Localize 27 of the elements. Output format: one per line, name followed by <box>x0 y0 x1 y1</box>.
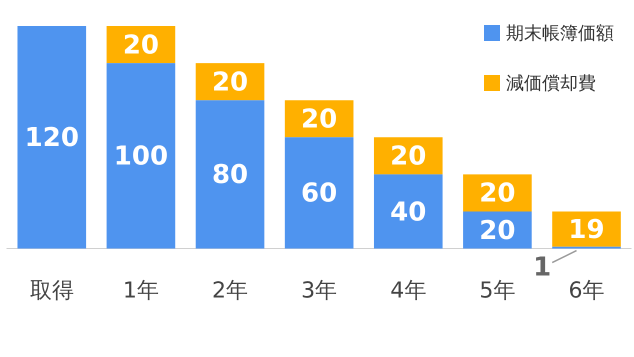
data-label: 20 <box>212 67 248 98</box>
bar <box>374 174 443 249</box>
data-label: 1 <box>533 252 552 282</box>
data-label: 20 <box>479 216 516 246</box>
x-tick-label: 3年 <box>301 278 338 304</box>
legend-label: 減価償却費 <box>506 72 596 95</box>
x-tick-label: 1年 <box>122 278 159 304</box>
data-label: 100 <box>114 142 168 172</box>
data-label: 19 <box>568 214 605 245</box>
x-tick-label: 取得 <box>30 278 74 304</box>
data-label: 80 <box>212 160 248 190</box>
bar <box>106 63 176 249</box>
data-label: 20 <box>390 142 426 172</box>
data-label: 60 <box>301 178 338 209</box>
x-tick-label: 6年 <box>568 278 605 304</box>
data-label: 40 <box>390 197 426 228</box>
x-tick-label: 5年 <box>479 278 516 304</box>
data-label: 20 <box>122 30 160 60</box>
x-tick-label: 4年 <box>390 278 426 304</box>
bar <box>284 137 354 249</box>
x-tick-label: 2年 <box>212 278 248 304</box>
bar <box>17 26 86 249</box>
legend-label: 期末帳簿価額 <box>506 22 614 45</box>
data-label: 120 <box>24 123 79 154</box>
data-label: 20 <box>479 178 516 209</box>
data-label: 20 <box>301 104 338 134</box>
bar <box>196 100 264 249</box>
